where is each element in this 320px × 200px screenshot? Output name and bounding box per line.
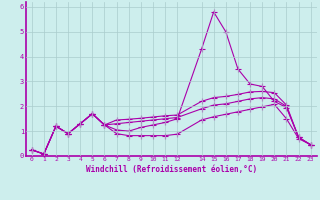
X-axis label: Windchill (Refroidissement éolien,°C): Windchill (Refroidissement éolien,°C) bbox=[86, 165, 257, 174]
